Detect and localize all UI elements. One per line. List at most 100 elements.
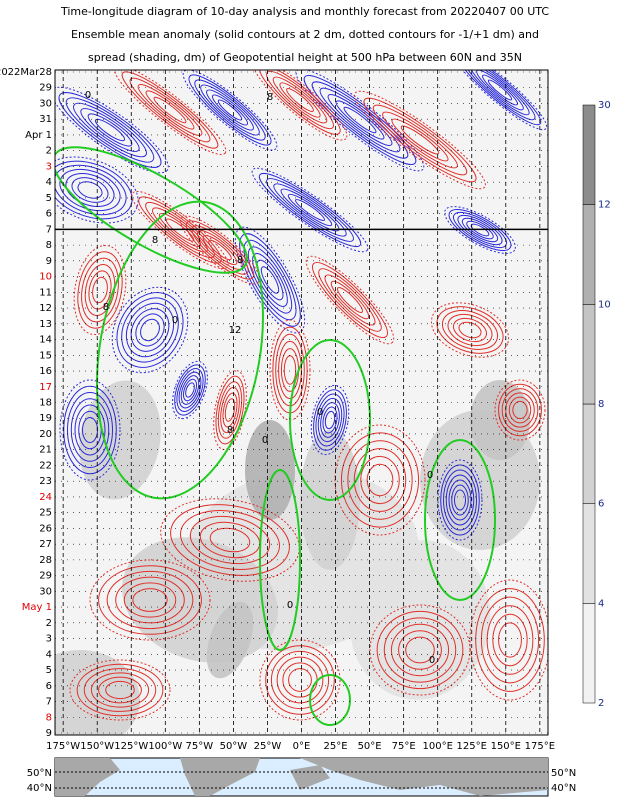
x-tick-label: 125°E bbox=[457, 741, 487, 752]
contour bbox=[317, 397, 343, 443]
x-tick-label: 50°E bbox=[358, 741, 382, 752]
colorbar-label: 30 bbox=[598, 100, 611, 111]
contour bbox=[98, 565, 202, 635]
contour bbox=[98, 676, 142, 704]
contour bbox=[276, 656, 324, 704]
contour bbox=[74, 404, 106, 456]
contour bbox=[318, 268, 382, 332]
contour bbox=[270, 650, 330, 710]
y-tick-label: 2022Mar28 bbox=[0, 67, 52, 78]
contour bbox=[70, 398, 110, 462]
y-tick-label: 10 bbox=[39, 272, 52, 283]
contour bbox=[295, 199, 325, 221]
contour bbox=[55, 86, 169, 174]
contour bbox=[58, 92, 162, 168]
contour bbox=[88, 270, 112, 310]
y-tick-label: 6 bbox=[46, 209, 52, 220]
y-tick-label: 5 bbox=[46, 665, 52, 676]
contour bbox=[340, 432, 420, 528]
anomaly-contours: 8 0 8 8 12 0 8 0 0 8 0 0 0 bbox=[55, 70, 548, 726]
contour bbox=[273, 183, 347, 237]
contour bbox=[69, 659, 171, 721]
contour bbox=[220, 386, 240, 434]
contour bbox=[106, 570, 194, 630]
contour bbox=[440, 464, 480, 536]
contour bbox=[430, 302, 510, 358]
contour bbox=[272, 76, 328, 124]
contour bbox=[129, 77, 211, 143]
contour bbox=[492, 613, 528, 667]
spread-shading bbox=[55, 380, 540, 735]
x-tick-label: 75°E bbox=[392, 741, 416, 752]
contour bbox=[324, 410, 336, 430]
contour bbox=[482, 74, 518, 106]
contour bbox=[140, 318, 160, 342]
contour bbox=[259, 639, 341, 721]
x-tick-label: 0°E bbox=[293, 741, 311, 752]
y-tick-label: Apr 1 bbox=[25, 130, 52, 141]
y-tick-label: 13 bbox=[39, 319, 52, 330]
contour bbox=[65, 173, 115, 207]
contour bbox=[457, 214, 503, 246]
map-label: 40°N bbox=[551, 783, 576, 794]
contour bbox=[172, 360, 208, 420]
y-tick-label: 7 bbox=[46, 224, 52, 235]
map-label: 50°N bbox=[27, 768, 52, 779]
contour bbox=[441, 310, 499, 350]
contour bbox=[185, 220, 255, 280]
y-tick-label: 23 bbox=[39, 476, 52, 487]
contour bbox=[498, 383, 542, 437]
contour bbox=[512, 400, 528, 420]
contour bbox=[320, 402, 340, 438]
y-tick-label: 26 bbox=[39, 523, 52, 534]
y-tick-label: 17 bbox=[39, 382, 52, 393]
contour bbox=[480, 596, 540, 684]
zero-contour bbox=[96, 200, 264, 500]
x-tick-label: 175°W bbox=[46, 741, 80, 752]
contour bbox=[125, 302, 175, 358]
title-line: Ensemble mean anomaly (solid contours at… bbox=[71, 28, 539, 41]
x-tick-label: 25°E bbox=[324, 741, 348, 752]
y-tick-label: 20 bbox=[39, 429, 52, 440]
contour bbox=[360, 455, 400, 505]
y-tick-label: 30 bbox=[39, 98, 52, 109]
contour bbox=[180, 215, 260, 285]
contour bbox=[90, 672, 150, 708]
contour bbox=[305, 255, 395, 345]
y-tick-label: 8 bbox=[46, 240, 52, 251]
contour-label: 0 bbox=[427, 470, 433, 481]
map-land bbox=[55, 758, 548, 796]
contour bbox=[279, 82, 321, 118]
contour bbox=[89, 559, 211, 641]
contour bbox=[170, 504, 290, 576]
contour bbox=[444, 206, 516, 254]
contour-label: 8 bbox=[152, 235, 158, 246]
contour bbox=[376, 610, 464, 690]
contour bbox=[145, 90, 195, 130]
contour bbox=[466, 220, 494, 240]
colorbar-segment bbox=[582, 304, 596, 405]
contour bbox=[448, 479, 472, 521]
contour bbox=[400, 125, 440, 155]
contour bbox=[180, 510, 280, 570]
contour bbox=[288, 668, 312, 692]
contour bbox=[335, 100, 385, 140]
y-tick-label: 5 bbox=[46, 193, 52, 204]
contour bbox=[77, 181, 103, 199]
contour bbox=[260, 266, 280, 294]
x-tick-label: 150°W bbox=[80, 741, 114, 752]
x-tick-label: 100°E bbox=[422, 741, 452, 752]
contour bbox=[67, 392, 113, 468]
title-line: spread (shading, dm) of Geopotential hei… bbox=[88, 51, 522, 64]
contour bbox=[324, 274, 376, 326]
contour bbox=[208, 239, 232, 261]
contour bbox=[105, 680, 135, 700]
contour bbox=[194, 79, 266, 141]
contour-label: 0 bbox=[262, 435, 268, 446]
contour-label: 8 bbox=[227, 425, 233, 436]
y-tick-label: 31 bbox=[39, 114, 52, 125]
x-tick-label: 50°W bbox=[220, 741, 248, 752]
map-label: 50°N bbox=[551, 768, 576, 779]
contour bbox=[451, 484, 469, 516]
y-tick-label: 2 bbox=[46, 618, 52, 629]
